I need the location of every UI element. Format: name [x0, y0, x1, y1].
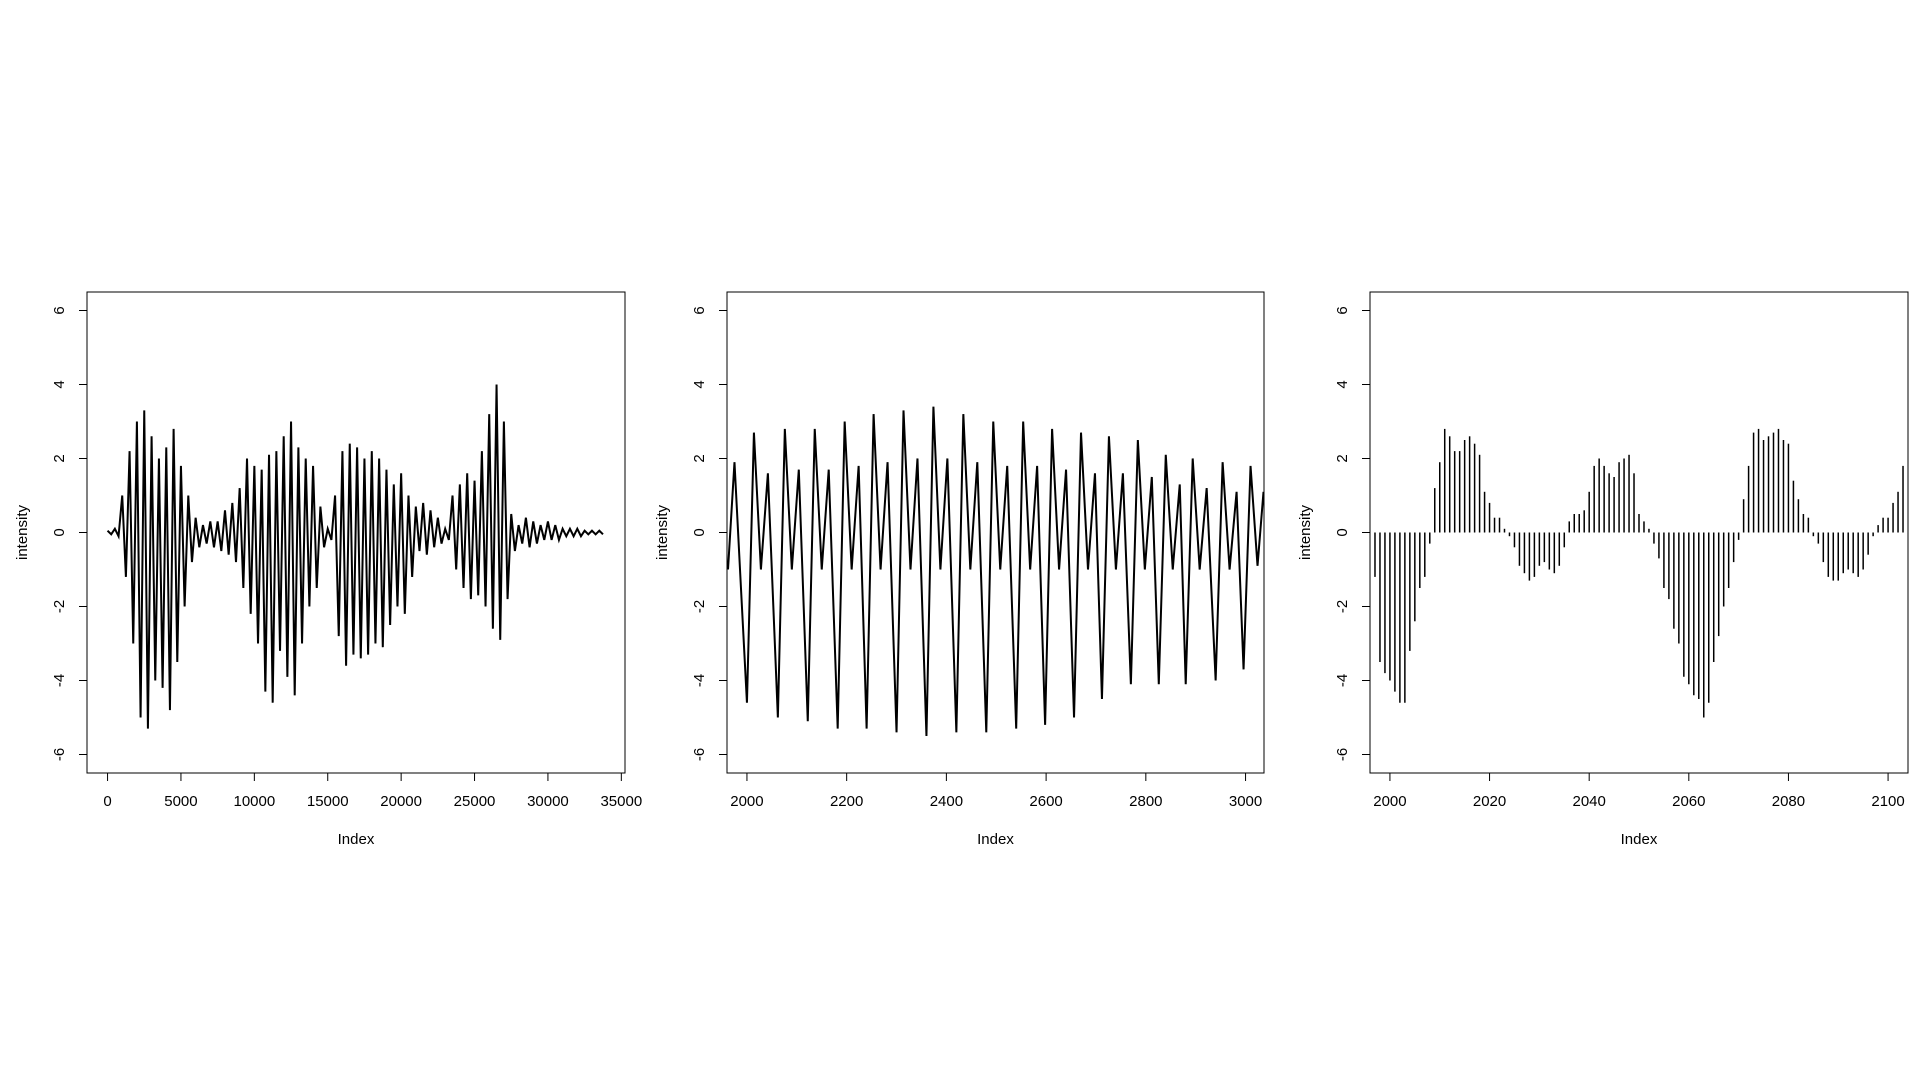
y-tick-label: 4	[51, 380, 68, 388]
x-tick-label: 2060	[1672, 793, 1705, 810]
x-tick-label: 2040	[1572, 793, 1605, 810]
x-tick-label: 2020	[1473, 793, 1506, 810]
y-tick-label: -2	[51, 600, 68, 613]
y-tick-label: 0	[1334, 528, 1351, 536]
y-tick-label: 4	[691, 380, 708, 388]
y-tick-label: -4	[1334, 674, 1351, 687]
y-tick-label: -6	[691, 748, 708, 761]
waveform-line	[106, 384, 604, 729]
y-tick-label: -4	[51, 674, 68, 687]
x-tick-label: 25000	[454, 793, 496, 810]
x-tick-label: 2600	[1029, 793, 1062, 810]
x-tick-label: 2100	[1871, 793, 1904, 810]
y-tick-label: -2	[1334, 600, 1351, 613]
x-tick-label: 2200	[830, 793, 863, 810]
y-tick-label: 4	[1334, 380, 1351, 388]
x-tick-label: 2800	[1129, 793, 1162, 810]
x-tick-label: 30000	[527, 793, 569, 810]
x-axis-label: Index	[1621, 831, 1658, 848]
y-axis-label: intensity	[14, 504, 31, 560]
x-tick-label: 2000	[1373, 793, 1406, 810]
y-tick-label: -6	[1334, 748, 1351, 761]
x-tick-label: 2000	[730, 793, 763, 810]
y-axis-label: intensity	[654, 504, 671, 560]
y-tick-label: 2	[1334, 454, 1351, 462]
y-tick-label: 2	[51, 454, 68, 462]
x-tick-label: 3000	[1229, 793, 1262, 810]
y-tick-label: 0	[51, 528, 68, 536]
x-tick-label: 0	[103, 793, 111, 810]
x-tick-label: 20000	[380, 793, 422, 810]
y-tick-label: -2	[691, 600, 708, 613]
y-tick-label: -6	[51, 748, 68, 761]
x-tick-label: 2400	[930, 793, 963, 810]
x-tick-label: 15000	[307, 793, 349, 810]
y-tick-label: 6	[51, 306, 68, 314]
x-tick-label: 10000	[233, 793, 275, 810]
x-tick-label: 5000	[164, 793, 197, 810]
x-tick-label: 35000	[600, 793, 642, 810]
y-tick-label: 6	[1334, 306, 1351, 314]
y-tick-label: 2	[691, 454, 708, 462]
waveform-line	[727, 406, 1265, 737]
y-tick-label: 6	[691, 306, 708, 314]
y-tick-label: -4	[691, 674, 708, 687]
x-axis-label: Index	[338, 831, 375, 848]
x-axis-label: Index	[977, 831, 1014, 848]
y-axis-label: intensity	[1297, 504, 1314, 560]
x-tick-label: 2080	[1772, 793, 1805, 810]
y-tick-label: 0	[691, 528, 708, 536]
